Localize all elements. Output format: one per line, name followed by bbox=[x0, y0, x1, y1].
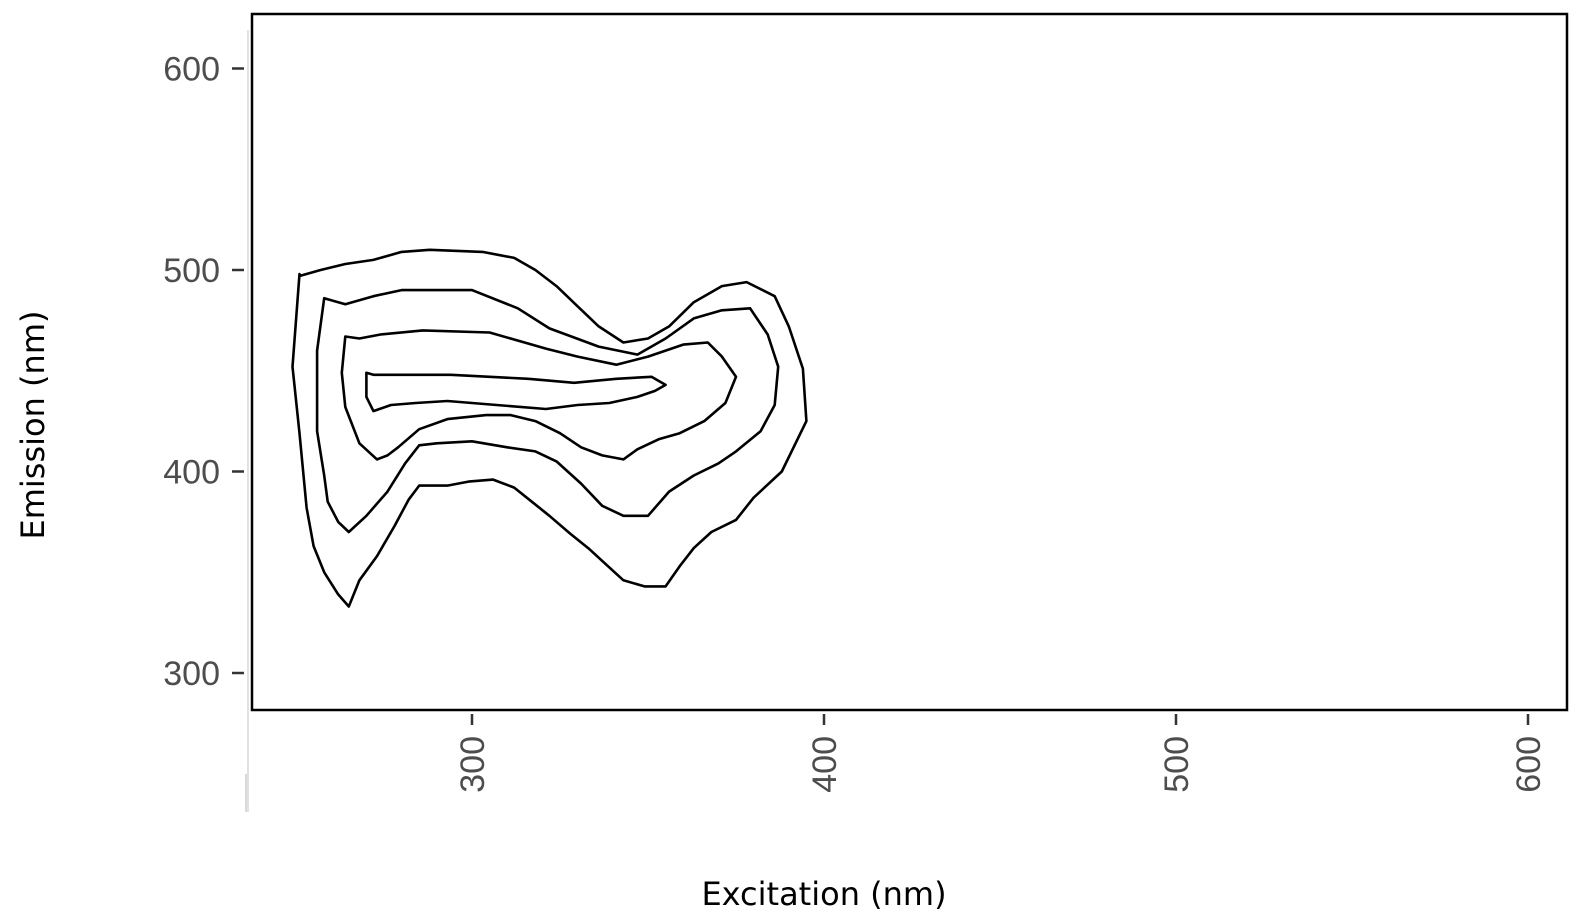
y-tick-label: 500 bbox=[163, 252, 220, 290]
y-tick-label: 300 bbox=[163, 655, 220, 693]
x-axis-ticks: 300 400 500 600 bbox=[454, 714, 1548, 793]
y-tick-label: 400 bbox=[163, 454, 220, 492]
x-tick-label: 500 bbox=[1158, 736, 1196, 793]
contour-lines bbox=[291, 248, 808, 608]
y-axis-title: Emission (nm) bbox=[14, 311, 52, 540]
y-axis-ticks: 300 400 500 600 bbox=[163, 51, 244, 693]
contour-line-level-3 bbox=[340, 329, 738, 461]
contour-line-level-1 bbox=[291, 248, 808, 608]
x-axis-title: Excitation (nm) bbox=[701, 875, 946, 913]
contour-line-level-2 bbox=[315, 288, 780, 534]
y-tick-label: 600 bbox=[163, 51, 220, 89]
plot-panel bbox=[250, 12, 1569, 712]
x-tick-label: 400 bbox=[806, 736, 844, 793]
contour-line-level-4 bbox=[365, 371, 667, 413]
x-tick-label: 600 bbox=[1510, 736, 1548, 793]
x-tick-label: 300 bbox=[454, 736, 492, 793]
